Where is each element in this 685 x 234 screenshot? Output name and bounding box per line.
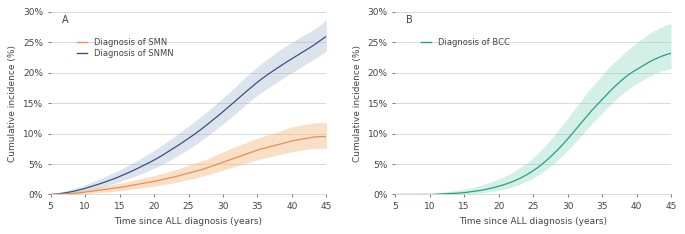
Y-axis label: Cumulative incidence (%): Cumulative incidence (%)	[353, 45, 362, 162]
X-axis label: Time since ALL diagnosis (years): Time since ALL diagnosis (years)	[114, 217, 262, 226]
Text: B: B	[406, 15, 413, 26]
Y-axis label: Cumulative incidence (%): Cumulative incidence (%)	[8, 45, 17, 162]
X-axis label: Time since ALL diagnosis (years): Time since ALL diagnosis (years)	[459, 217, 607, 226]
Legend: Diagnosis of SMN, Diagnosis of SNMN: Diagnosis of SMN, Diagnosis of SNMN	[77, 38, 173, 58]
Legend: Diagnosis of BCC: Diagnosis of BCC	[421, 38, 510, 47]
Text: A: A	[62, 15, 68, 26]
